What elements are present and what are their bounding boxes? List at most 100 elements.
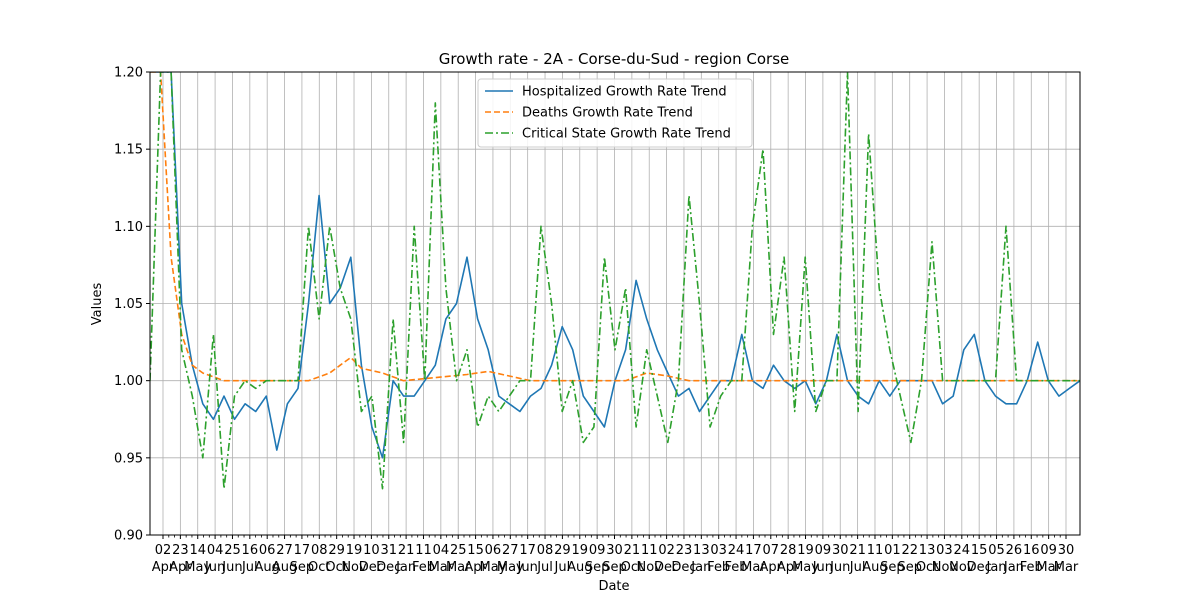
x-tick-day: 06 <box>259 543 276 558</box>
x-tick-day: 17 <box>294 543 311 558</box>
series-layer <box>150 72 1080 490</box>
y-tick-label: 1.20 <box>114 66 143 81</box>
x-tick-day: 26 <box>1006 543 1023 558</box>
x-axis: 02 Apr 23 Apr 14 May 04 Jun 25 Jun 16 Jul 06 Aug 27 Aug… <box>152 535 1079 575</box>
x-tick-day: 09 <box>589 543 606 558</box>
y-tick-label: 1.00 <box>114 374 143 389</box>
x-tick-month: Jun <box>204 560 225 575</box>
x-tick-month: Apr <box>777 560 800 575</box>
x-tick-day: 02 <box>155 543 172 558</box>
x-tick-day: 25 <box>224 543 241 558</box>
x-tick-month: Nov <box>932 560 958 575</box>
x-tick-month: Jun <box>829 560 850 575</box>
x-tick-month: Jul <box>849 560 866 575</box>
x-tick-month: Feb <box>725 560 748 575</box>
x-tick-month: Jun <box>812 560 833 575</box>
x-tick-day: 04 <box>433 543 450 558</box>
x-tick-month: Feb <box>1020 560 1043 575</box>
x-tick-day: 13 <box>919 543 936 558</box>
x-tick-day: 28 <box>780 543 797 558</box>
x-tick-month: Sep <box>897 560 922 575</box>
y-tick-label: 1.15 <box>114 143 143 158</box>
x-tick-month: Sep <box>880 560 905 575</box>
x-tick-month: Oct <box>621 560 643 575</box>
x-tick-month: May <box>497 560 524 575</box>
x-tick-month: Mar <box>429 560 454 575</box>
x-tick-day: 27 <box>276 543 293 558</box>
x-tick-month: Sep <box>290 560 315 575</box>
x-tick-month: Dec <box>359 560 384 575</box>
x-tick-month: Aug <box>272 560 297 575</box>
x-tick-day: 11 <box>415 543 432 558</box>
x-tick-day: 24 <box>954 543 971 558</box>
x-tick-day: 17 <box>745 543 762 558</box>
y-axis: 0.90 0.95 1.00 1.05 1.10 1.15 1.20 <box>114 66 150 544</box>
x-axis-label: Date <box>598 579 629 594</box>
x-tick-month: Oct <box>308 560 330 575</box>
x-tick-month: Apr <box>760 560 783 575</box>
x-tick-day: 31 <box>380 543 397 558</box>
x-tick-day: 04 <box>207 543 224 558</box>
x-tick-day: 30 <box>1058 543 1075 558</box>
x-tick-month: Jul <box>536 560 553 575</box>
x-tick-month: Jan <box>1003 560 1024 575</box>
x-tick-day: 21 <box>624 543 641 558</box>
x-tick-day: 13 <box>693 543 710 558</box>
y-axis-label: Values <box>90 283 105 326</box>
x-tick-month: Dec <box>967 560 992 575</box>
x-tick-day: 14 <box>189 543 206 558</box>
x-tick-day: 03 <box>936 543 953 558</box>
x-tick-month: Feb <box>707 560 730 575</box>
y-tick-label: 0.90 <box>114 529 143 544</box>
x-tick-month: Mar <box>741 560 766 575</box>
x-tick-day: 08 <box>537 543 554 558</box>
x-tick-day: 15 <box>467 543 484 558</box>
x-tick-month: Aug <box>254 560 279 575</box>
x-tick-day: 16 <box>1023 543 1040 558</box>
x-tick-month: May <box>792 560 819 575</box>
x-tick-month: Aug <box>567 560 592 575</box>
legend-label-1: Hospitalized Growth Rate Trend <box>522 85 727 100</box>
x-tick-day: 02 <box>658 543 675 558</box>
x-tick-day: 09 <box>815 543 832 558</box>
x-tick-day: 29 <box>328 543 345 558</box>
x-tick-month: Jan <box>690 560 711 575</box>
x-tick-month: Jul <box>554 560 571 575</box>
x-tick-month: Jun <box>221 560 242 575</box>
x-tick-month: Jan <box>395 560 416 575</box>
x-tick-day: 30 <box>832 543 849 558</box>
x-tick-day: 08 <box>311 543 328 558</box>
x-tick-day: 22 <box>901 543 918 558</box>
x-tick-month: Dec <box>376 560 401 575</box>
x-tick-month: Jun <box>517 560 538 575</box>
x-tick-month: Apr <box>464 560 487 575</box>
x-tick-day: 10 <box>363 543 380 558</box>
x-tick-month: Jan <box>986 560 1007 575</box>
x-tick-month: Mar <box>446 560 471 575</box>
x-tick-day: 29 <box>554 543 571 558</box>
y-tick-label: 1.05 <box>114 297 143 312</box>
x-tick-month: Mar <box>1054 560 1079 575</box>
x-tick-month: Sep <box>602 560 627 575</box>
legend-box <box>477 78 753 148</box>
x-tick-day: 11 <box>641 543 658 558</box>
x-tick-day: 21 <box>849 543 866 558</box>
x-tick-day: 19 <box>797 543 814 558</box>
x-tick-month: Dec <box>654 560 679 575</box>
x-tick-day: 19 <box>346 543 363 558</box>
x-tick-day: 25 <box>450 543 467 558</box>
x-tick-day: 21 <box>398 543 415 558</box>
chart-title: Growth rate - 2A - Corse-du-Sud - region… <box>439 50 790 68</box>
x-tick-month: Aug <box>862 560 887 575</box>
x-tick-day: 07 <box>763 543 780 558</box>
x-tick-month: Apr <box>169 560 192 575</box>
x-tick-month: Apr <box>152 560 175 575</box>
y-tick-label: 1.10 <box>114 220 143 235</box>
x-tick-day: 01 <box>884 543 901 558</box>
x-tick-day: 23 <box>676 543 693 558</box>
x-tick-month: Nov <box>949 560 975 575</box>
x-tick-month: May <box>184 560 211 575</box>
x-tick-month: Nov <box>341 560 367 575</box>
x-tick-day: 11 <box>867 543 884 558</box>
